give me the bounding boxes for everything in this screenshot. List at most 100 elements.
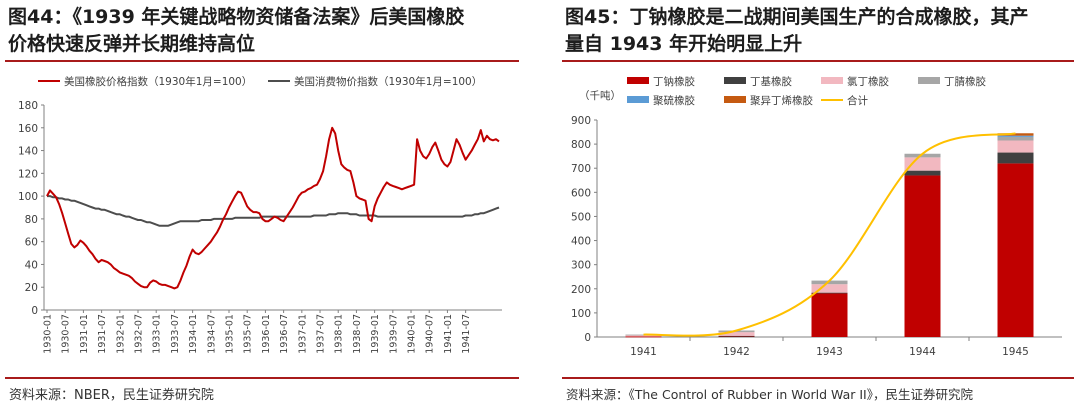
y-tick-label: 600 bbox=[571, 187, 591, 199]
left-source-rule bbox=[5, 377, 519, 379]
left-figure-title: 图44：《1939 年关键战略物资储备法案》后美国橡胶 价格快速反弹并长期维持高… bbox=[8, 4, 519, 58]
x-tick-label: 1930-07 bbox=[61, 314, 72, 354]
x-tick-label: 1938-07 bbox=[352, 314, 363, 354]
y-tick-label: 140 bbox=[18, 146, 38, 158]
bar-segment-1943-series-1 bbox=[811, 292, 848, 294]
x-tick-label: 1931-01 bbox=[79, 314, 90, 354]
left-title-line-2: 价格快速反弹并长期维持高位 bbox=[8, 33, 256, 55]
x-tick-label: 1935-07 bbox=[243, 314, 254, 354]
y-tick-label: 800 bbox=[571, 139, 591, 151]
y-tick-label: 100 bbox=[571, 308, 591, 320]
legend-swatch bbox=[918, 77, 940, 84]
right-title-line-2: 量自 1943 年开始明显上升 bbox=[565, 33, 803, 55]
y-tick-label: 180 bbox=[18, 100, 38, 112]
x-tick-label: 1933-01 bbox=[152, 314, 163, 354]
y-tick-label: 300 bbox=[571, 260, 591, 272]
series-line-cpi bbox=[47, 195, 500, 227]
legend-label: 合计 bbox=[847, 94, 868, 107]
x-tick-label: 1944 bbox=[909, 346, 936, 358]
left-figure-panel: 图44：《1939 年关键战略物资储备法案》后美国橡胶 价格快速反弹并长期维持高… bbox=[0, 0, 525, 407]
bar-segment-1945-series-5 bbox=[997, 133, 1034, 136]
bar-segment-1944-series-3 bbox=[904, 153, 941, 158]
bar-segment-1941-series-2 bbox=[625, 335, 662, 337]
series-line-rubber-price bbox=[46, 126, 500, 290]
y-tick-label: 100 bbox=[18, 191, 38, 203]
bar-segment-1942-series-1 bbox=[718, 335, 755, 337]
y-tick-label: 700 bbox=[571, 163, 591, 175]
legend-label: 丁腈橡胶 bbox=[944, 75, 986, 88]
y-tick-label: 0 bbox=[584, 332, 591, 344]
x-tick-label: 1941-01 bbox=[443, 314, 454, 354]
x-tick-label: 1940-07 bbox=[425, 314, 436, 354]
legend-swatch bbox=[627, 77, 649, 84]
x-tick-label: 1932-07 bbox=[134, 314, 145, 354]
legend-label: 美国消费物价指数（1930年1月=100） bbox=[294, 75, 482, 88]
y-tick-label: 400 bbox=[571, 236, 591, 248]
y-tick-label: 80 bbox=[25, 214, 38, 226]
right-title-line-1: 图45：丁钠橡胶是二战期间美国生产的合成橡胶，其产 bbox=[565, 6, 1029, 28]
y-tick-label: 200 bbox=[571, 284, 591, 296]
x-tick-label: 1941-07 bbox=[461, 314, 472, 354]
legend-label: 美国橡胶价格指数（1930年1月=100） bbox=[64, 75, 252, 88]
x-tick-label: 1945 bbox=[1002, 346, 1029, 358]
x-tick-label: 1939-07 bbox=[388, 314, 399, 354]
rubber-price-line-chart: 0 20 40 60 80 100 120 140 160 180 1930-01 1930-07 19… bbox=[18, 75, 502, 354]
bar-segment-1945-series-3 bbox=[997, 136, 1034, 141]
bar-segment-1943-series-3 bbox=[811, 280, 848, 285]
x-tick-label: 1936-01 bbox=[261, 314, 272, 354]
x-tick-label: 1937-07 bbox=[316, 314, 327, 354]
legend-label: 丁基橡胶 bbox=[750, 75, 792, 88]
y-tick-label: 900 bbox=[571, 115, 591, 127]
x-tick-label: 1943 bbox=[816, 346, 843, 358]
y-tick-label: 0 bbox=[31, 305, 38, 317]
legend-swatch bbox=[724, 77, 746, 84]
legend-label: 聚硫橡胶 bbox=[653, 94, 695, 107]
right-title-rule bbox=[562, 60, 1074, 62]
legend-label: 聚异丁烯橡胶 bbox=[750, 94, 813, 107]
x-tick-label: 1931-07 bbox=[97, 314, 108, 354]
x-tick-label: 1939-01 bbox=[370, 314, 381, 354]
legend-label: 氯丁橡胶 bbox=[847, 75, 889, 88]
x-tick-label: 1933-07 bbox=[170, 314, 181, 354]
y-tick-label: 500 bbox=[571, 211, 591, 223]
legend-swatch bbox=[821, 77, 843, 84]
right-figure-title: 图45：丁钠橡胶是二战期间美国生产的合成橡胶，其产 量自 1943 年开始明显上… bbox=[565, 4, 1074, 58]
bar-segment-1943-series-0 bbox=[811, 293, 848, 337]
x-tick-label: 1930-01 bbox=[43, 314, 54, 354]
x-tick-label: 1934-01 bbox=[188, 314, 199, 354]
y-tick-label: 20 bbox=[25, 282, 38, 294]
left-title-rule bbox=[5, 60, 519, 62]
x-tick-label: 1932-01 bbox=[115, 314, 126, 354]
bar-segment-1944-series-0 bbox=[904, 175, 941, 337]
bar-segment-1945-series-0 bbox=[997, 163, 1034, 337]
y-tick-label: 160 bbox=[18, 123, 38, 135]
legend-label: 丁钠橡胶 bbox=[653, 75, 695, 88]
legend-swatch bbox=[627, 96, 649, 103]
bar-segment-1945-series-4 bbox=[997, 135, 1034, 137]
x-tick-label: 1942 bbox=[723, 346, 750, 358]
x-tick-label: 1935-01 bbox=[225, 314, 236, 354]
bar-segment-1943-series-2 bbox=[811, 284, 848, 293]
y-tick-label: 40 bbox=[25, 259, 38, 271]
y-tick-label: 120 bbox=[18, 168, 38, 180]
bar-segment-1941-series-3 bbox=[625, 334, 662, 336]
bar-segment-1941-series-0 bbox=[625, 336, 662, 338]
legend-swatch bbox=[724, 96, 746, 103]
x-tick-label: 1934-07 bbox=[206, 314, 217, 354]
bar-segment-1945-series-1 bbox=[997, 152, 1034, 164]
total-line bbox=[643, 132, 1016, 337]
y-unit-label: （千吨） bbox=[579, 89, 621, 102]
right-figure-panel: 图45：丁钠橡胶是二战期间美国生产的合成橡胶，其产 量自 1943 年开始明显上… bbox=[557, 0, 1080, 407]
bar-segment-1945-series-2 bbox=[997, 140, 1034, 153]
synthetic-rubber-stacked-bar-chart: （千吨） 0 100 200 300 400 500 600 700 800 900 1941 1942… bbox=[571, 75, 1062, 358]
x-tick-label: 1937-01 bbox=[297, 314, 308, 354]
right-source-note: 资料来源：《The Control of Rubber in World War… bbox=[566, 387, 973, 402]
y-tick-label: 60 bbox=[25, 237, 38, 249]
right-source-rule bbox=[562, 377, 1074, 379]
x-tick-label: 1938-01 bbox=[334, 314, 345, 354]
left-source-note: 资料来源：NBER，民生证券研究院 bbox=[9, 388, 214, 403]
x-tick-label: 1941 bbox=[630, 346, 657, 358]
bar-segment-1942-series-2 bbox=[718, 332, 755, 336]
x-tick-label: 1940-01 bbox=[407, 314, 418, 354]
